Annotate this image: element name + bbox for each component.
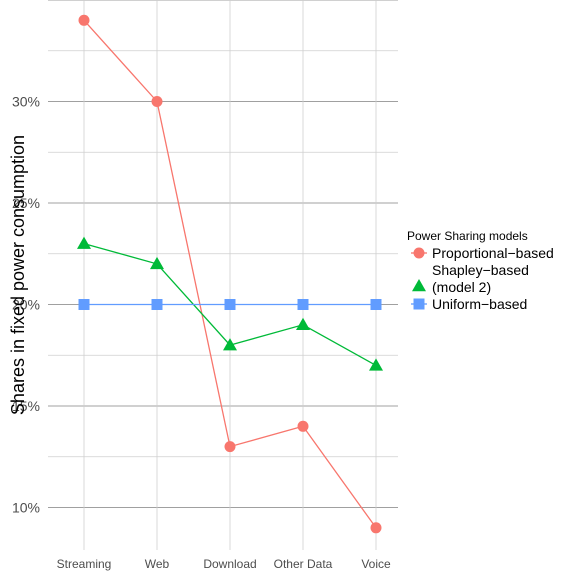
legend-label: (model 2) xyxy=(432,279,491,295)
legend: Power Sharing models Proportional−basedS… xyxy=(407,229,554,312)
data-point-square xyxy=(224,299,236,310)
x-tick-label: Voice xyxy=(361,557,391,571)
y-tick-label: 10% xyxy=(12,500,40,516)
legend-key-circle xyxy=(413,247,425,259)
legend-label: Shapley−based xyxy=(432,262,529,278)
data-point-triangle xyxy=(77,236,91,249)
data-point-triangle xyxy=(369,358,383,371)
legend-key-triangle xyxy=(412,279,426,292)
data-point-circle xyxy=(297,420,309,432)
x-tick-label: Streaming xyxy=(57,557,112,571)
legend-label: Uniform−based xyxy=(432,296,527,312)
data-point-square xyxy=(151,299,163,310)
data-point-circle xyxy=(224,441,236,453)
data-point-square xyxy=(297,299,309,310)
legend-title: Power Sharing models xyxy=(407,229,528,243)
data-point-square xyxy=(370,299,382,310)
legend-label: Proportional−based xyxy=(432,245,554,261)
y-tick-label: 15% xyxy=(12,398,40,414)
data-point-triangle xyxy=(150,256,164,270)
series-group xyxy=(77,14,383,534)
data-point-triangle xyxy=(223,338,237,351)
x-axis-ticks: Streaming Web Download Other Data Voice xyxy=(57,557,391,571)
data-point-circle xyxy=(151,96,163,107)
y-axis-ticks: 10% 15% 20% 25% 30% xyxy=(12,94,40,516)
y-tick-label: 20% xyxy=(12,297,40,313)
data-point-triangle xyxy=(296,317,310,331)
x-tick-label: Other Data xyxy=(274,557,333,571)
data-point-circle xyxy=(370,522,382,534)
y-tick-label: 30% xyxy=(12,94,40,110)
legend-key-square xyxy=(413,298,425,310)
data-point-square xyxy=(78,299,90,310)
y-tick-label: 25% xyxy=(12,195,40,211)
y-axis-label: Shares in fixed power consumption xyxy=(8,135,28,415)
data-point-circle xyxy=(78,14,90,26)
x-tick-label: Web xyxy=(145,557,170,571)
grid-lines xyxy=(48,0,398,550)
x-tick-label: Download xyxy=(203,557,256,571)
